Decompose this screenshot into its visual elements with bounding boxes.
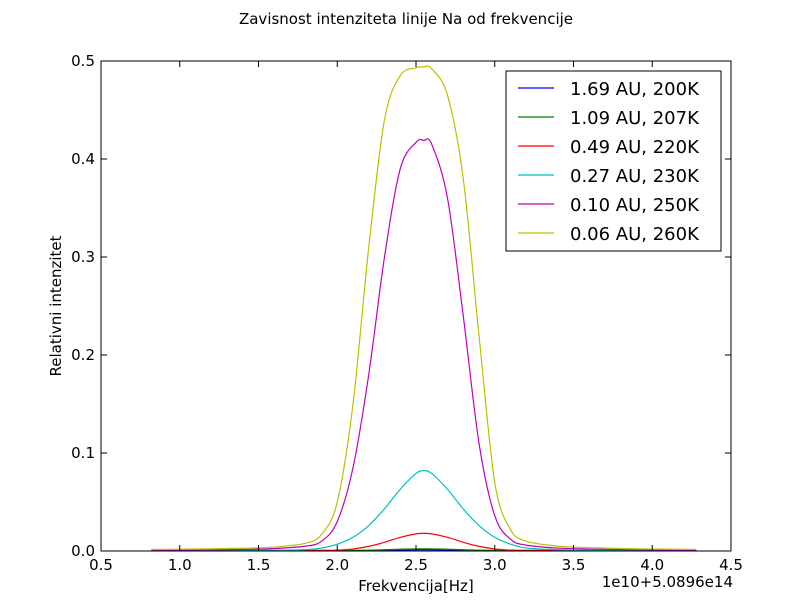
- y-tick-label: 0.2: [71, 346, 95, 364]
- legend-label: 1.69 AU, 200K: [570, 79, 700, 100]
- x-tick-label: 1.5: [247, 556, 271, 574]
- x-axis-label: Frekvencija[Hz]: [358, 577, 474, 595]
- y-tick-label: 0.4: [71, 150, 95, 168]
- legend-label: 1.09 AU, 207K: [570, 108, 700, 129]
- x-tick-label: 3.5: [562, 556, 586, 574]
- legend-label: 0.49 AU, 220K: [570, 137, 700, 158]
- x-tick-label: 2.0: [325, 556, 349, 574]
- series-line-5: [151, 138, 697, 551]
- series-line-4: [151, 470, 697, 552]
- x-tick-label: 2.5: [404, 556, 428, 574]
- axis-ticks: 0.5 1.0 1.5 2.0 2.5 3.0 3.5 4.0 4.5 0.0 0.1 0.2 0.3 0…: [71, 52, 743, 574]
- x-tick-label: 1.0: [168, 556, 192, 574]
- chart-title: Zavisnost intenziteta linije Na od frekv…: [239, 10, 573, 28]
- y-tick-label: 0.3: [71, 248, 95, 266]
- legend-label: 0.27 AU, 230K: [570, 166, 700, 187]
- x-tick-label: 0.5: [89, 556, 113, 574]
- y-tick-label: 0.0: [71, 542, 95, 560]
- y-tick-label: 0.5: [71, 52, 95, 70]
- legend: 1.69 AU, 200K 1.09 AU, 207K 0.49 AU, 220K 0…: [505, 70, 722, 252]
- legend-label: 0.10 AU, 250K: [570, 195, 700, 216]
- x-tick-label: 4.0: [640, 556, 664, 574]
- y-tick-label: 0.1: [71, 444, 95, 462]
- x-tick-label: 4.5: [719, 556, 743, 574]
- legend-box: [505, 70, 722, 252]
- x-offset-label: 1e10+5.0896e14: [602, 573, 733, 591]
- series-line-6: [151, 65, 697, 551]
- legend-label: 0.06 AU, 260K: [570, 224, 700, 245]
- x-tick-label: 3.0: [483, 556, 507, 574]
- y-axis-label: Relativni intenzitet: [47, 235, 65, 376]
